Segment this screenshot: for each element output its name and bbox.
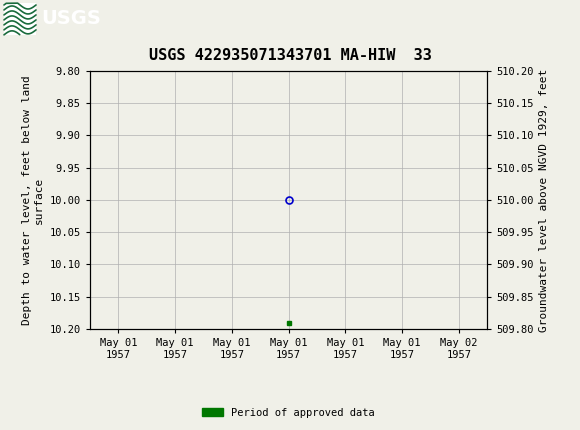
Y-axis label: Depth to water level, feet below land
surface: Depth to water level, feet below land su… [21, 75, 44, 325]
Text: USGS 422935071343701 MA-HIW  33: USGS 422935071343701 MA-HIW 33 [148, 48, 432, 63]
Y-axis label: Groundwater level above NGVD 1929, feet: Groundwater level above NGVD 1929, feet [539, 68, 549, 332]
Legend: Period of approved data: Period of approved data [198, 403, 379, 422]
Bar [4, 3, 36, 35]
Text: USGS: USGS [41, 9, 101, 28]
